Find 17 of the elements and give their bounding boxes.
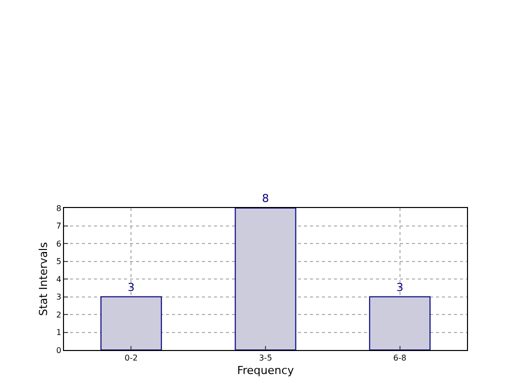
- y-tick-label: 0: [56, 346, 62, 355]
- data-label: 8: [262, 192, 270, 205]
- data-label: 3: [128, 280, 135, 294]
- x-tick-label: 3-5: [258, 354, 272, 363]
- y-tick-label: 5: [56, 257, 62, 266]
- x-tick-label: 6-8: [393, 354, 406, 363]
- y-tick-label: 4: [56, 274, 62, 284]
- x-tick-label: 0-2: [124, 354, 138, 363]
- y-tick-label: 2: [56, 310, 62, 320]
- y-tick-label: 1: [56, 328, 62, 338]
- x-axis-title: Frequency: [237, 364, 294, 377]
- y-tick-label: 3: [56, 292, 62, 302]
- y-tick-label: 6: [56, 239, 62, 248]
- y-tick-label: 7: [56, 222, 62, 231]
- data-label: 3: [396, 280, 404, 294]
- y-axis-title: Stat Intervals: [36, 242, 50, 316]
- y-tick-label: 8: [56, 204, 62, 213]
